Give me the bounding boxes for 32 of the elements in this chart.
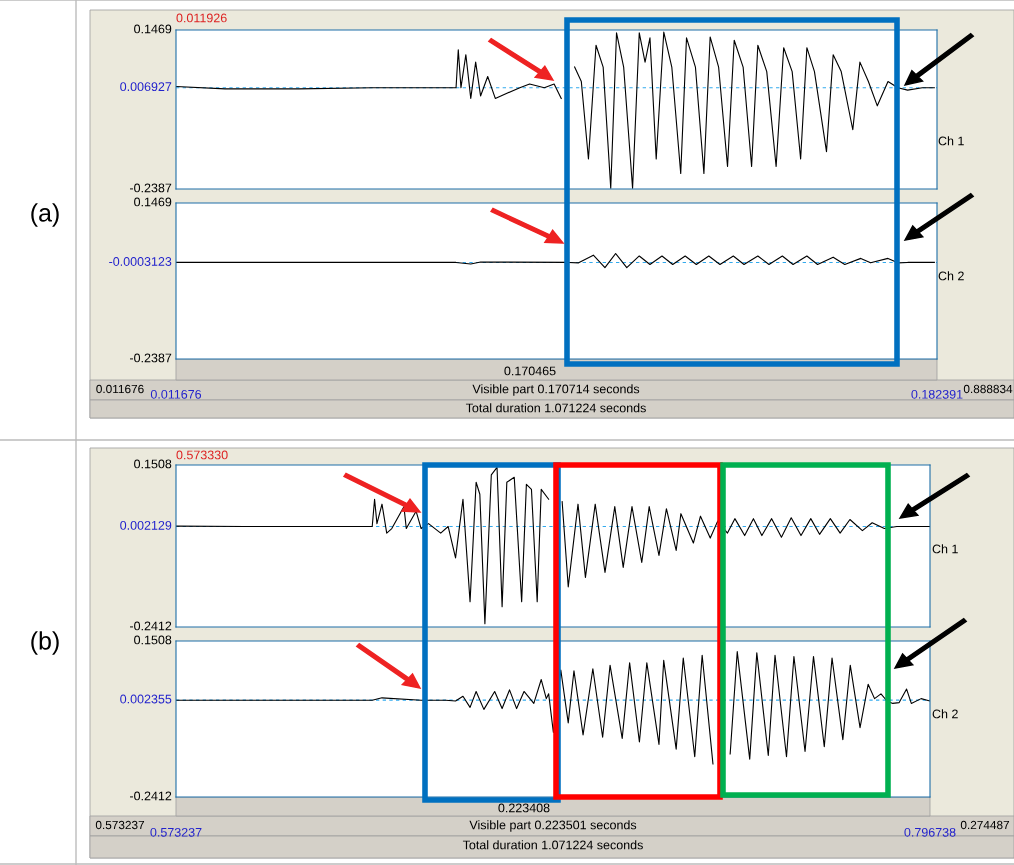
text: 0.888834 — [963, 384, 1013, 394]
text: 0.170465 — [504, 366, 556, 376]
text: 0.223408 — [498, 803, 550, 813]
text: 0.573330 — [176, 450, 228, 460]
text: (a) — [31, 203, 59, 227]
text: 0.573237 — [95, 820, 145, 830]
y-tick-label: 0.1469 — [134, 197, 172, 207]
text: Ch 1 — [938, 136, 964, 146]
line-series — [176, 252, 935, 269]
y-tick-label: 0.1508 — [134, 459, 172, 469]
text: (b) — [31, 631, 59, 655]
text: Total duration 1.071224 seconds — [462, 840, 643, 850]
text: Visible part 0.223501 seconds — [469, 820, 637, 832]
y-tick-label: 0.1508 — [134, 635, 172, 645]
y-tick-label: 0.002129 — [120, 520, 172, 530]
text: Ch 1 — [932, 544, 958, 554]
y-tick-label: -0.2412 — [130, 621, 172, 631]
x-tick-label: 0.182391 — [911, 389, 963, 399]
y-tick-label: -0.2387 — [130, 353, 172, 363]
y-tick-label: 0.006927 — [120, 82, 172, 92]
x-tick-label: 0.796738 — [904, 827, 956, 837]
y-tick-label: -0.2412 — [130, 791, 172, 801]
y-tick-label: 0.002355 — [120, 694, 172, 704]
text: Ch 2 — [938, 271, 964, 281]
y-tick-label: -0.2387 — [130, 183, 172, 193]
text: 0.274487 — [960, 820, 1010, 830]
y-tick-label: 0.1469 — [134, 24, 172, 34]
text: Total duration 1.071224 seconds — [465, 403, 646, 413]
text: 0.011926 — [176, 13, 227, 23]
text: Visible part 0.170714 seconds — [472, 384, 640, 396]
y-tick-label: -0.0003123 — [109, 257, 172, 266]
text: Ch 2 — [932, 709, 958, 719]
